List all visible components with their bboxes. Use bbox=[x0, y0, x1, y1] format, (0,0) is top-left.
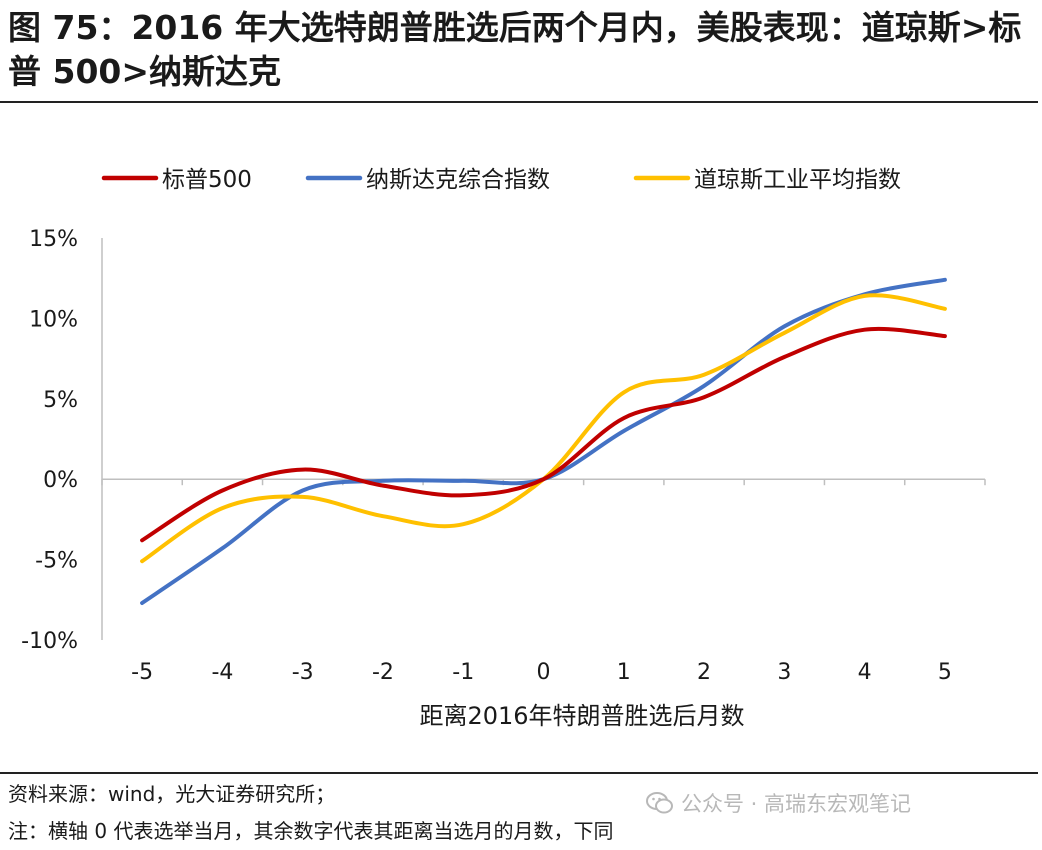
footer-divider bbox=[0, 772, 1038, 774]
y-tick-label: 15% bbox=[29, 227, 78, 252]
title-divider bbox=[0, 101, 1038, 103]
page-title: 图 75：2016 年大选特朗普胜选后两个月内，美股表现：道琼斯>标普 500>… bbox=[8, 8, 1022, 91]
series-line bbox=[140, 326, 947, 543]
watermark: 公众号 · 高瑞东宏观笔记 bbox=[645, 788, 911, 818]
x-tick-label: 5 bbox=[938, 660, 952, 685]
source-text: 资料来源：wind，光大证券研究所； bbox=[8, 782, 336, 806]
y-tick-label: -5% bbox=[35, 549, 78, 574]
legend-label: 纳斯达克综合指数 bbox=[366, 167, 550, 193]
y-axis: -10% -5% 0% 5% 10% 15% bbox=[21, 227, 103, 654]
x-tick-label: 0 bbox=[537, 660, 551, 685]
legend-label: 道琼斯工业平均指数 bbox=[694, 167, 901, 193]
x-axis-label: 距离2016年特朗普胜选后月数 bbox=[419, 702, 744, 730]
x-tick-label: -1 bbox=[452, 660, 474, 685]
x-tick-label: -2 bbox=[372, 660, 394, 685]
legend-label: 标普500 bbox=[162, 167, 252, 193]
x-tick-label: 2 bbox=[697, 660, 711, 685]
x-tick-label: 1 bbox=[617, 660, 631, 685]
wechat-icon bbox=[646, 792, 673, 814]
note-text: 注：横轴 0 代表选举当月，其余数字代表其距离当选月的月数，下同 bbox=[8, 819, 614, 843]
y-tick-label: 0% bbox=[43, 468, 78, 493]
x-axis: -5 -4 -3 -2 -1 0 1 2 3 4 5 bbox=[101, 478, 986, 685]
series-lines bbox=[140, 277, 947, 605]
x-tick-label: 3 bbox=[777, 660, 791, 685]
x-tick-label: -4 bbox=[211, 660, 233, 685]
y-tick-label: 10% bbox=[29, 307, 78, 332]
series-line bbox=[140, 277, 947, 605]
line-chart: 标普500 纳斯达克综合指数 道琼斯工业平均指数 -10% -5% 0% 5% 10% 15%… bbox=[21, 167, 986, 730]
y-tick-label: 5% bbox=[43, 388, 78, 413]
series-line bbox=[140, 293, 947, 564]
x-tick-label: -5 bbox=[131, 660, 153, 685]
x-tick-label: -3 bbox=[292, 660, 314, 685]
y-tick-label: -10% bbox=[21, 629, 78, 654]
watermark-text: 公众号 · 高瑞东宏观笔记 bbox=[681, 792, 912, 816]
legend: 标普500 纳斯达克综合指数 道琼斯工业平均指数 bbox=[101, 167, 901, 193]
x-tick-label: 4 bbox=[858, 660, 872, 685]
